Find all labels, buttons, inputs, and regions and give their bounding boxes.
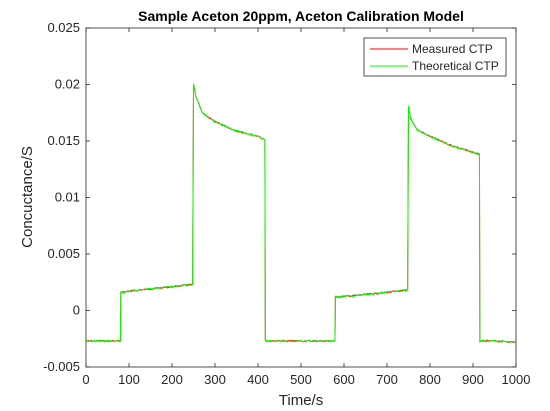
legend-label: Measured CTP [412,42,493,56]
y-tick-label: 0.015 [47,133,80,148]
y-axis-label: Concuctance/S [19,146,36,248]
x-tick-label: 200 [161,372,183,387]
y-tick-label: 0.02 [55,77,80,92]
y-tick-label: -0.005 [43,359,80,374]
y-axis: -0.005 0 0.005 0.01 0.015 0.02 0.025 [43,20,516,374]
y-tick-label: 0.01 [55,190,80,205]
x-axis: 0 100 200 300 400 500 600 700 800 900 1000 [82,28,530,387]
plot-area [85,27,517,368]
y-tick-label: 0.005 [47,246,80,261]
series-layer [85,83,517,344]
x-tick-label: 700 [376,372,398,387]
x-tick-label: 800 [419,372,441,387]
legend-label: Theoretical CTP [412,59,499,73]
series-line-theoretical-ctp [85,83,517,343]
chart-title: Sample Aceton 20ppm, Aceton Calibration … [138,8,464,24]
x-tick-label: 400 [247,372,269,387]
x-tick-label: 1000 [502,372,531,387]
x-tick-label: 600 [333,372,355,387]
y-tick-label: 0 [73,303,80,318]
plot-frame [85,27,517,368]
x-tick-label: 500 [290,372,312,387]
legend: Measured CTP Theoretical CTP [363,37,507,77]
x-axis-label: Time/s [279,392,323,409]
legend-box [363,37,507,77]
x-tick-label: 0 [82,372,89,387]
y-tick-label: 0.025 [47,20,80,35]
x-tick-label: 300 [204,372,226,387]
x-tick-label: 100 [118,372,140,387]
x-tick-label: 900 [462,372,484,387]
